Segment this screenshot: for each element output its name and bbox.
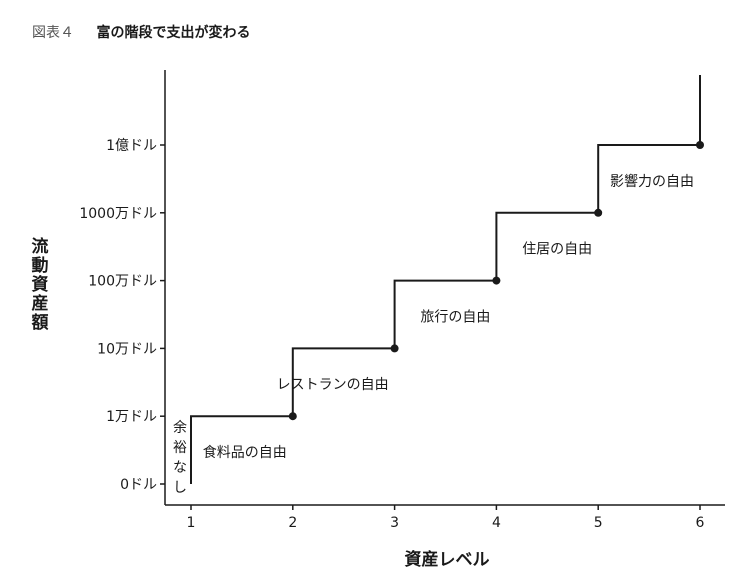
step-label: 影響力の自由 bbox=[610, 173, 694, 190]
x-tick-label: 6 bbox=[696, 515, 705, 531]
figure-title: 富の階段で支出が変わる bbox=[96, 25, 251, 41]
step-label-char: し bbox=[173, 480, 187, 496]
y-tick-label: 1000万ドル bbox=[79, 206, 157, 222]
x-tick-label: 4 bbox=[492, 515, 501, 531]
y-tick-label: 10万ドル bbox=[97, 341, 157, 357]
step-label-char: な bbox=[173, 460, 187, 476]
x-tick-label: 5 bbox=[594, 515, 603, 531]
axis-ticks: 0ドル 1万ドル 10万ドル 100万ドル 1000万ドル 1億ドル 1 2 3 4 5 6 bbox=[79, 138, 704, 531]
data-point bbox=[492, 276, 501, 285]
x-tick-label: 3 bbox=[390, 515, 399, 531]
step-label: 食料品の自由 bbox=[203, 444, 287, 461]
y-tick-label: 1億ドル bbox=[106, 138, 157, 154]
step-line bbox=[190, 75, 701, 484]
step-label: 住居の自由 bbox=[522, 242, 592, 258]
data-point bbox=[288, 412, 297, 421]
step-label: レストランの自由 bbox=[277, 377, 389, 393]
step-label: 旅行の自由 bbox=[420, 309, 490, 325]
step-series bbox=[190, 75, 704, 484]
step-label-char: 裕 bbox=[173, 440, 187, 456]
data-point bbox=[594, 208, 603, 217]
y-tick-label: 0ドル bbox=[120, 477, 157, 493]
y-tick-label: 100万ドル bbox=[88, 274, 157, 290]
x-axis-title: 資産レベル bbox=[405, 549, 490, 570]
data-point bbox=[696, 141, 704, 149]
figure-header: 図表４ 富の階段で支出が変わる bbox=[32, 22, 250, 42]
figure-number: 図表４ bbox=[32, 25, 74, 41]
y-axis-title: 流動資産額 bbox=[31, 236, 49, 333]
x-tick-label: 1 bbox=[187, 515, 196, 531]
x-tick-label: 2 bbox=[288, 515, 297, 531]
y-tick-label: 1万ドル bbox=[106, 409, 157, 425]
data-point bbox=[390, 344, 399, 353]
step-label-char: 余 bbox=[173, 419, 187, 436]
